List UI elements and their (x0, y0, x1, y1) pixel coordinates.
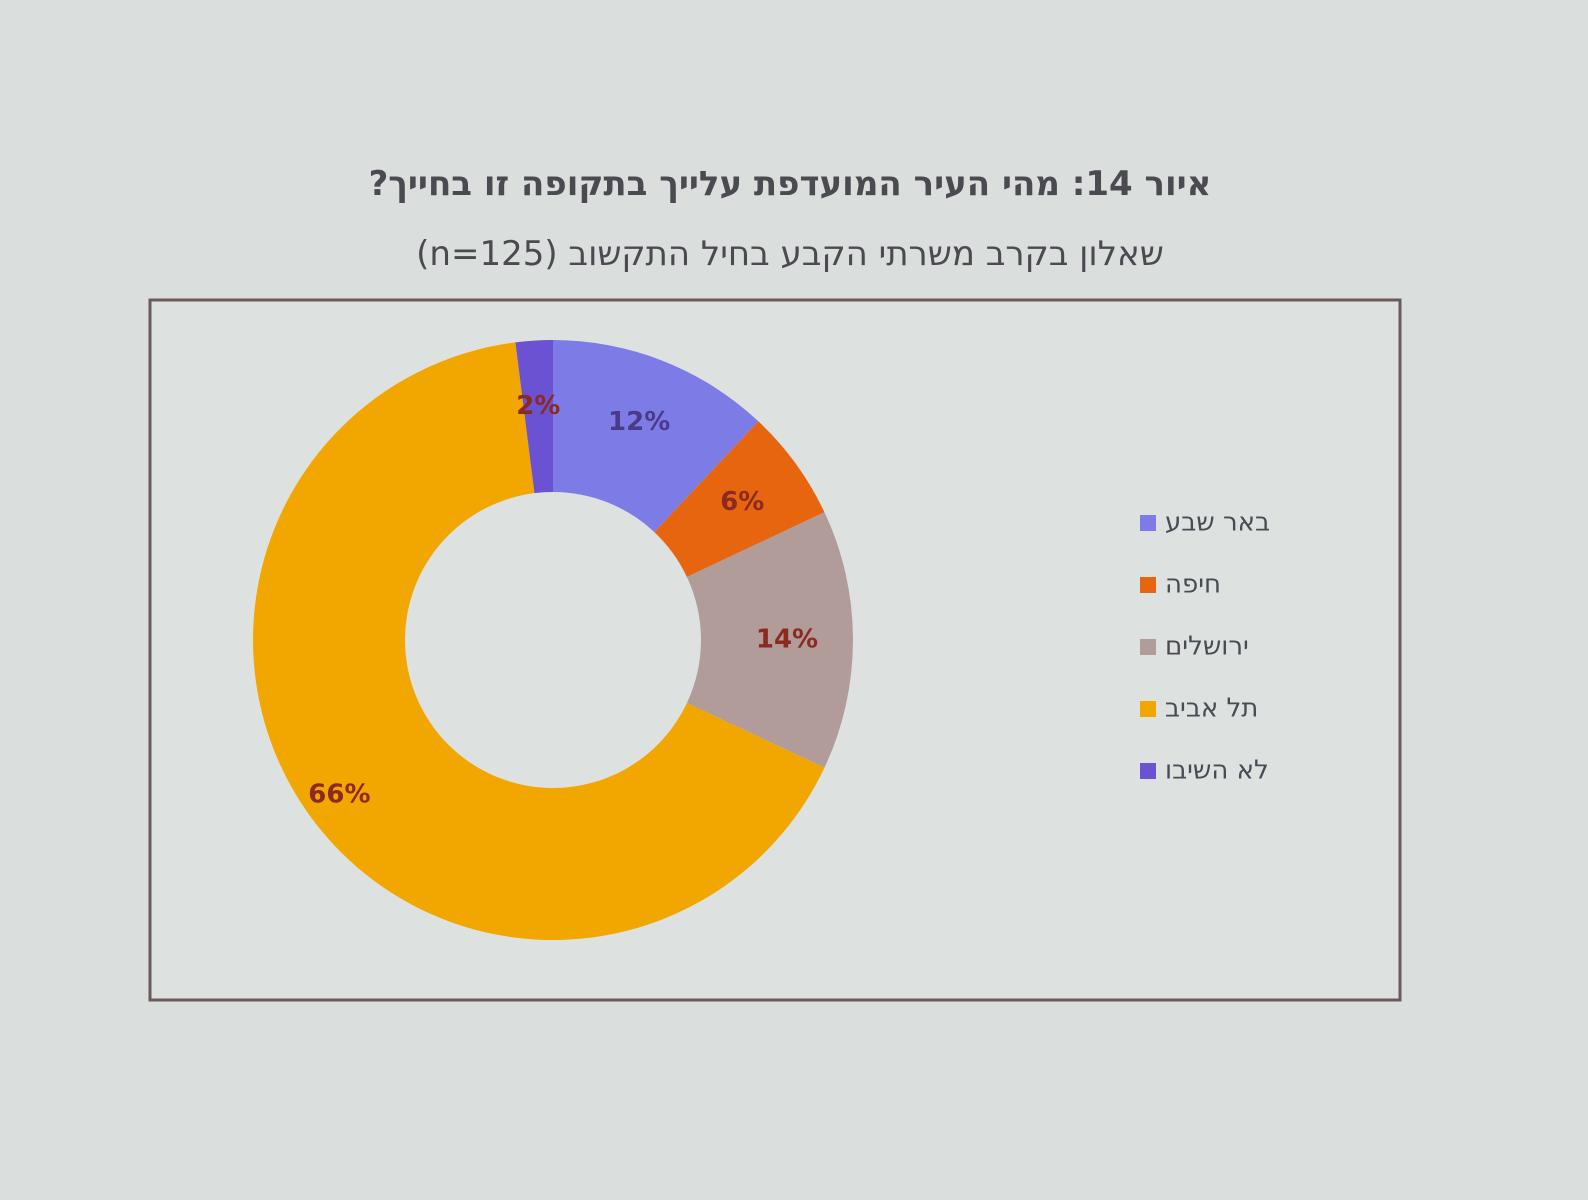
legend-entry: באר שבע (1165, 508, 1270, 538)
legend-swatch (1140, 701, 1156, 717)
legend-swatch (1140, 639, 1156, 655)
legend-entry: תל אביב (1165, 694, 1258, 724)
legend-swatch (1140, 763, 1156, 779)
chart-subtitle: שאלון בקרב משרתי הקבע בחיל התקשוב (n=125… (416, 234, 1164, 274)
chart-title: איור 14: מהי העיר המועדפת עלייך בתקופה ז… (369, 164, 1212, 204)
donut-slice (515, 340, 553, 494)
legend-entry: לא השיבו (1165, 756, 1269, 786)
legend-swatch (1140, 515, 1156, 531)
legend-entry: ירושלים (1165, 632, 1249, 662)
legend-swatch (1140, 577, 1156, 593)
donut-slice (654, 421, 825, 577)
slice-label: 66% (308, 780, 370, 810)
slice-label: 6% (720, 487, 764, 517)
slice-label: 12% (608, 407, 670, 437)
donut-slice (686, 512, 853, 768)
slice-label: 2% (516, 391, 560, 421)
slice-label: 14% (756, 625, 818, 655)
donut-slice (253, 342, 825, 940)
donut-slice (553, 340, 759, 533)
legend-entry: חיפה (1165, 570, 1221, 600)
